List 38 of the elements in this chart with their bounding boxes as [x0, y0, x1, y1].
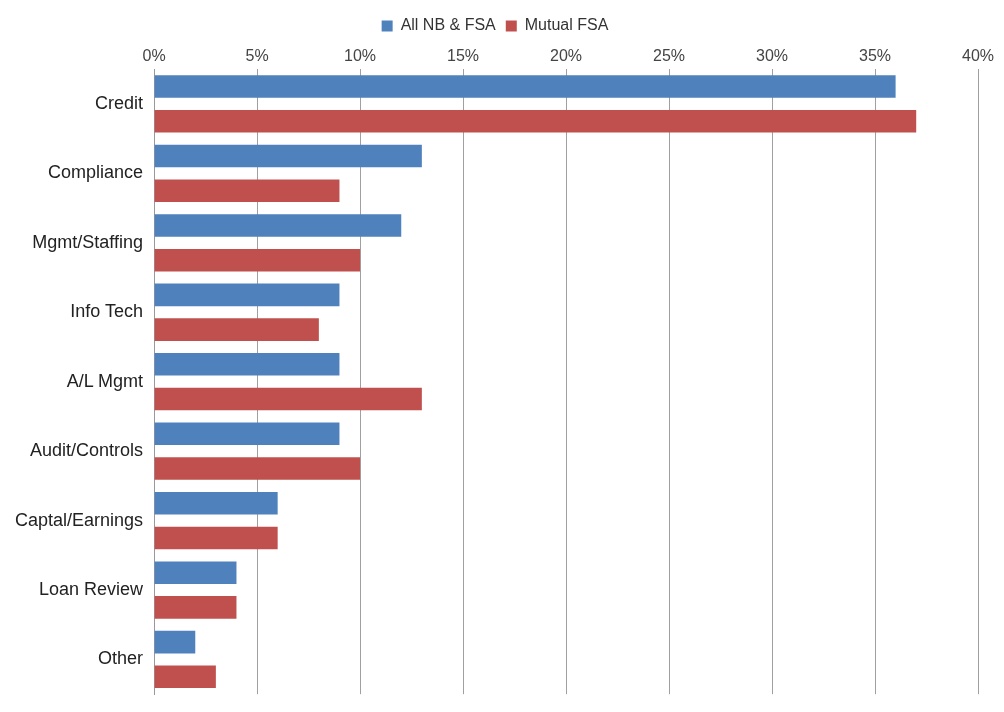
legend-label: All NB & FSA	[400, 16, 497, 34]
x-tick-label: 40%	[961, 47, 995, 65]
bar	[154, 110, 917, 133]
y-tick-label: Info Tech	[70, 301, 144, 322]
x-tick-label: 15%	[447, 47, 480, 65]
y-tick-label: Compliance	[48, 162, 144, 183]
x-tick-label: 30%	[756, 47, 789, 65]
bar	[154, 353, 340, 376]
y-tick-label: Loan Review	[39, 579, 145, 599]
x-tick-label: 35%	[858, 47, 892, 65]
bar	[154, 457, 361, 480]
bar	[154, 630, 196, 654]
bar	[154, 422, 340, 446]
y-tick-label: Mgmt/Staffing	[32, 231, 144, 252]
x-tick-label: 25%	[653, 47, 686, 65]
y-tick-label: Captal/Earnings	[15, 509, 144, 530]
bar	[154, 214, 402, 237]
x-tick-label: 5%	[245, 47, 269, 65]
bar	[154, 526, 278, 550]
bar	[154, 144, 422, 168]
bar	[154, 561, 237, 584]
bar	[154, 387, 422, 411]
bar	[154, 248, 361, 272]
y-tick-label: Other	[98, 648, 144, 669]
bar	[154, 283, 340, 307]
bar	[154, 491, 278, 515]
y-tick-label: Credit	[95, 92, 144, 113]
x-tick-label: 20%	[550, 47, 583, 65]
legend-label: Mutual FSA	[524, 16, 609, 34]
y-tick-label: Audit/Controls	[30, 440, 144, 461]
bar	[154, 179, 340, 203]
bar	[154, 318, 319, 341]
x-tick-label: 0%	[142, 47, 166, 65]
bar	[154, 75, 896, 98]
bar	[154, 596, 237, 619]
bar	[154, 665, 216, 689]
y-tick-label: A/L Mgmt	[66, 370, 144, 391]
x-tick-label: 10%	[344, 47, 377, 65]
